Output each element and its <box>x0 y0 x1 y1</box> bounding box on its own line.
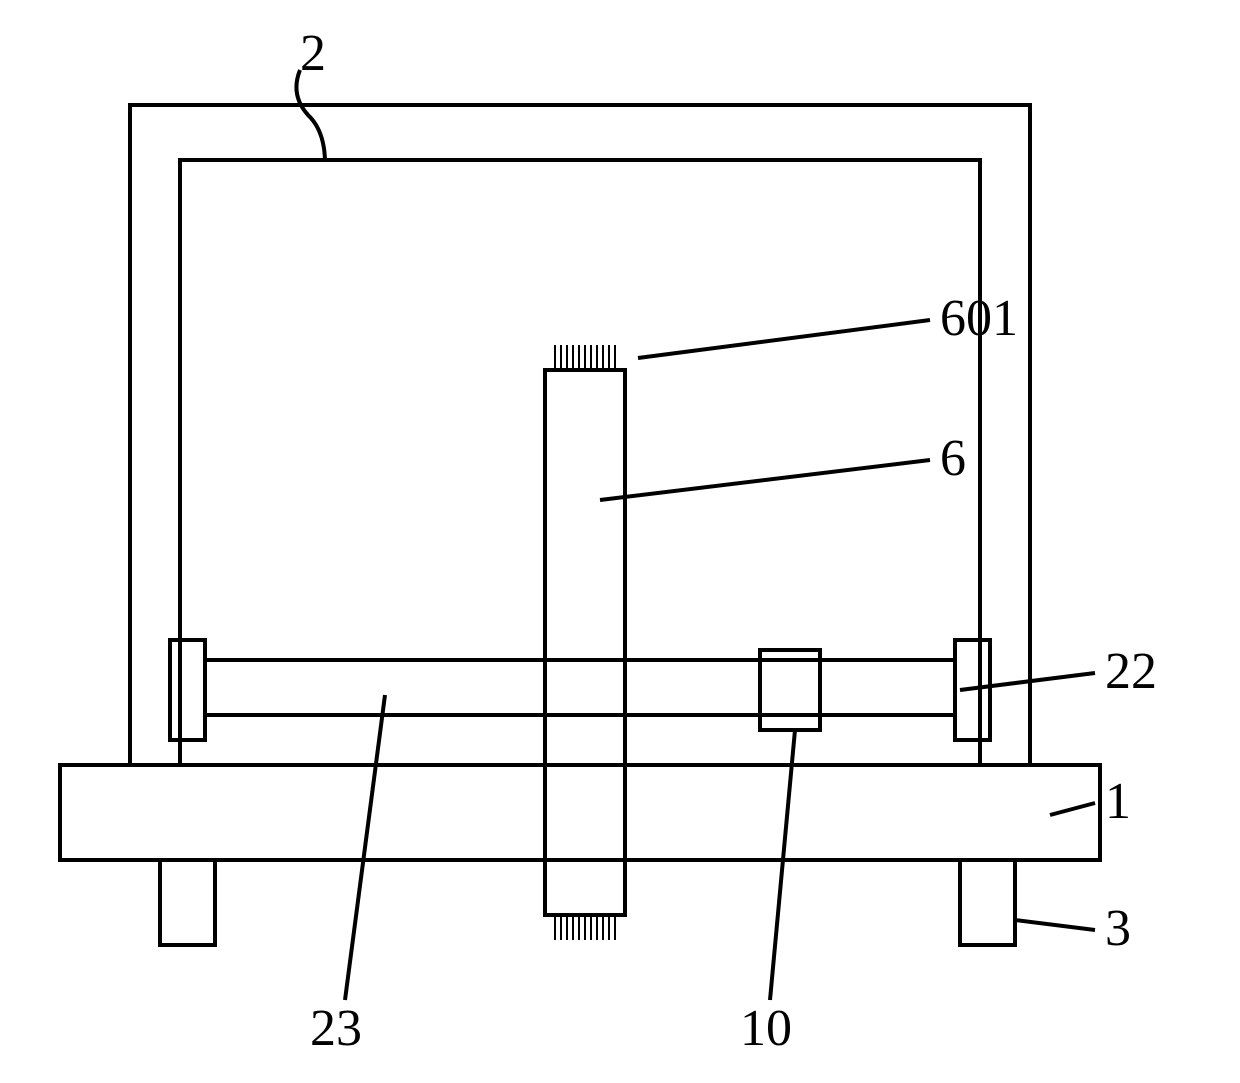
label-1: 1 <box>1105 773 1131 830</box>
leader-23 <box>345 695 385 1000</box>
label-23: 23 <box>310 1000 362 1057</box>
leader-10 <box>770 730 795 1000</box>
leader-2 <box>296 70 325 160</box>
left-flange <box>170 640 205 740</box>
left-foot <box>160 860 215 945</box>
right-foot <box>960 860 1015 945</box>
label-10: 10 <box>740 1000 792 1057</box>
leader-601 <box>638 320 930 358</box>
top-bristles <box>555 345 615 370</box>
label-6: 6 <box>940 430 966 487</box>
label-22: 22 <box>1105 643 1157 700</box>
label-3: 3 <box>1105 900 1131 957</box>
leader-6 <box>600 460 930 500</box>
label-2: 2 <box>300 25 326 82</box>
leader-1 <box>1050 803 1095 815</box>
leader-3 <box>1015 920 1095 930</box>
post-knockout-crossbar <box>547 662 623 713</box>
bottom-bristles <box>555 915 615 940</box>
label-601: 601 <box>940 290 1018 347</box>
post-knockout-basebar <box>547 767 623 858</box>
